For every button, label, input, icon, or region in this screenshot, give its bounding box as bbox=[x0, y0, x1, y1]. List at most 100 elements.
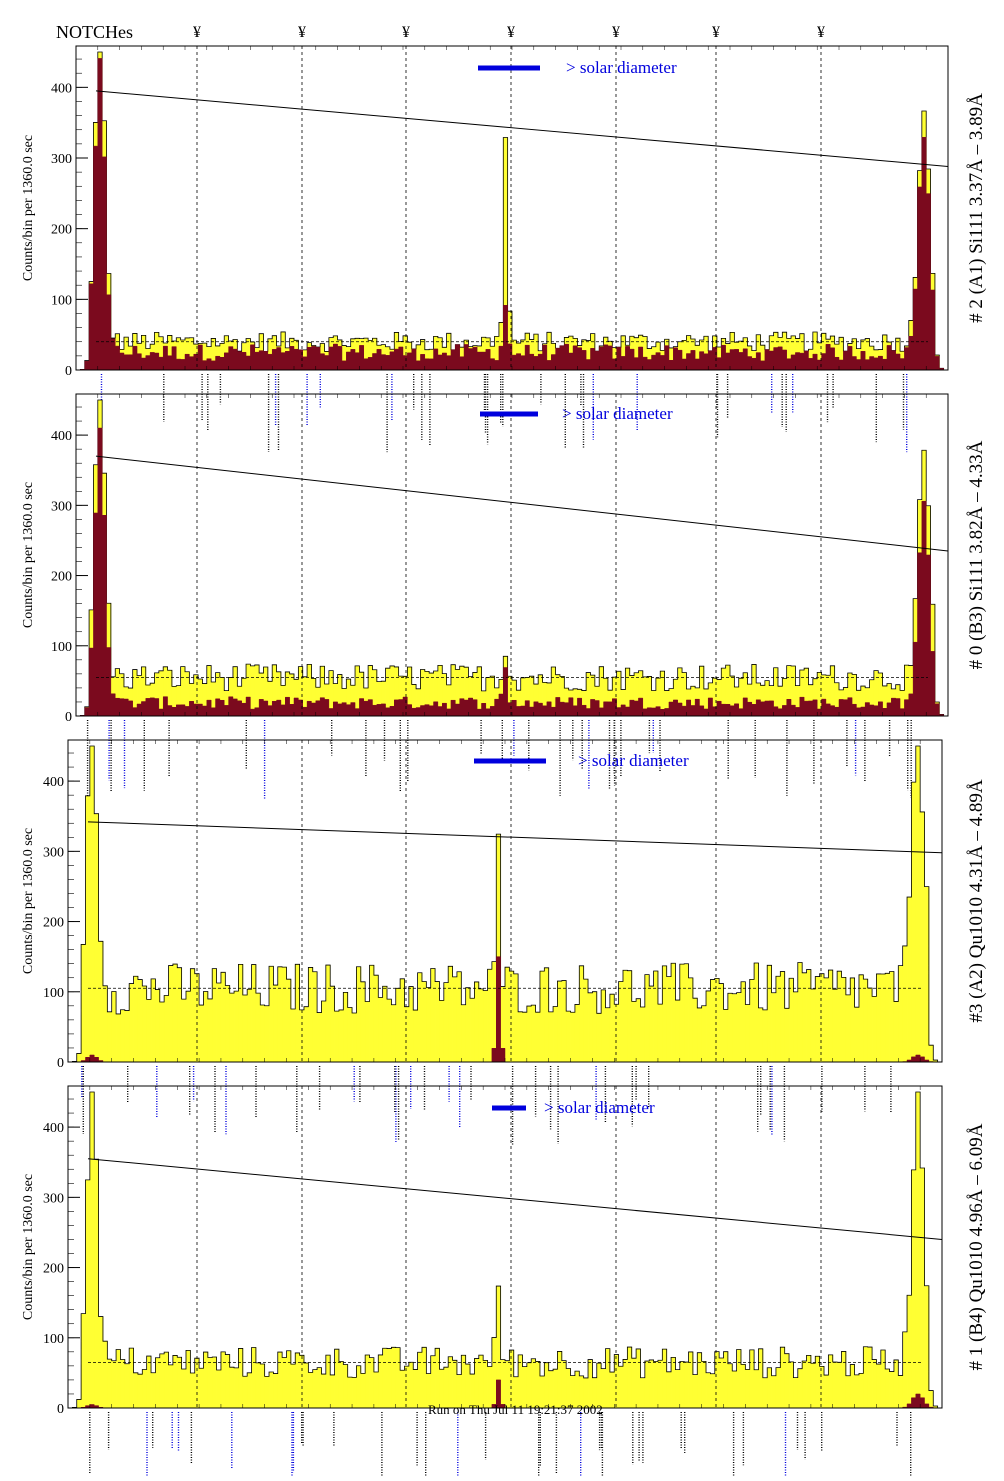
histogram-bar bbox=[250, 666, 255, 716]
histogram-bar bbox=[824, 978, 829, 1062]
histogram-bar bbox=[230, 993, 235, 1062]
histogram-bar bbox=[772, 993, 777, 1062]
histogram-bar bbox=[907, 1295, 912, 1408]
histogram-bar bbox=[536, 1012, 541, 1062]
y-tick-label: 200 bbox=[51, 570, 72, 585]
trend-line bbox=[96, 91, 948, 167]
y-tick-label: 300 bbox=[43, 845, 64, 860]
histogram-bar bbox=[846, 1376, 851, 1408]
histogram-bar bbox=[855, 1007, 860, 1062]
histogram-bar bbox=[282, 967, 287, 1062]
histogram-bar bbox=[169, 1365, 174, 1408]
histogram-bar bbox=[680, 964, 685, 1062]
histogram-bar bbox=[190, 1373, 195, 1408]
histogram-bar bbox=[684, 1362, 689, 1408]
histogram-bar bbox=[203, 991, 208, 1062]
notch-markers: ¥¥¥¥¥¥¥ bbox=[193, 24, 825, 41]
histogram-bar bbox=[479, 989, 484, 1062]
histogram-bar bbox=[378, 1355, 383, 1408]
histogram-bar bbox=[348, 1007, 353, 1062]
histogram-bar bbox=[793, 1378, 798, 1408]
histogram-bar bbox=[77, 1399, 82, 1408]
histogram-bar bbox=[112, 1361, 117, 1408]
histogram-bar bbox=[776, 1368, 781, 1408]
histogram-bar bbox=[404, 1007, 409, 1062]
histogram-bar bbox=[645, 1361, 650, 1408]
y-tick-label: 100 bbox=[51, 293, 72, 308]
histogram-bar bbox=[269, 1372, 274, 1408]
histogram-bar bbox=[199, 1368, 204, 1408]
histogram-bar bbox=[221, 1352, 226, 1408]
histogram-bar bbox=[680, 1362, 685, 1408]
histogram-bar bbox=[474, 1359, 479, 1408]
histogram-bar bbox=[509, 971, 514, 1062]
histogram-bar bbox=[872, 996, 877, 1062]
histogram-bar bbox=[868, 988, 873, 1062]
histogram-bar bbox=[859, 1373, 864, 1408]
histogram-bar bbox=[798, 1369, 803, 1408]
histogram-bar bbox=[383, 1348, 388, 1408]
histogram-bar bbox=[640, 1007, 645, 1062]
histogram-bar bbox=[649, 986, 654, 1062]
histogram-bar bbox=[505, 1361, 510, 1408]
histogram-bar bbox=[431, 969, 436, 1062]
histogram-bar bbox=[186, 991, 191, 1062]
histogram-bar bbox=[881, 974, 886, 1062]
histogram-bar bbox=[715, 1352, 720, 1408]
notch-marker: ¥ bbox=[193, 24, 201, 41]
histogram-bar bbox=[278, 967, 283, 1062]
histogram-bar bbox=[776, 976, 781, 1062]
histogram-bar bbox=[413, 1010, 418, 1062]
histogram-bar bbox=[697, 1008, 702, 1062]
histogram-bar bbox=[492, 962, 497, 1062]
histogram-bar bbox=[431, 1356, 436, 1408]
histogram-bar bbox=[348, 1377, 353, 1408]
histogram-outline bbox=[68, 1092, 942, 1408]
histogram-bar bbox=[426, 987, 431, 1062]
histogram-bar bbox=[391, 1347, 396, 1408]
histogram-bar bbox=[260, 1005, 265, 1062]
histogram-bar bbox=[907, 897, 912, 1062]
histogram-bar bbox=[706, 1373, 711, 1408]
histogram-bar bbox=[876, 974, 881, 1062]
histogram-bar bbox=[439, 1000, 444, 1062]
histogram-bar bbox=[754, 1370, 759, 1408]
histogram-bar bbox=[758, 1008, 763, 1062]
histogram-bar bbox=[147, 999, 152, 1062]
legend-label: > solar diameter bbox=[544, 1098, 655, 1117]
histogram-bar bbox=[243, 1376, 248, 1408]
histogram-bar bbox=[715, 978, 720, 1062]
y-tick-label: 400 bbox=[43, 775, 64, 790]
notch-marker: ¥ bbox=[507, 24, 515, 41]
histogram-bar bbox=[304, 1007, 309, 1062]
histogram-bar bbox=[772, 1376, 777, 1408]
y-axis-label: Counts/bin per 1360.0 sec bbox=[21, 1174, 36, 1320]
histogram-bar bbox=[387, 999, 392, 1062]
y-tick-label: 200 bbox=[51, 223, 72, 238]
y-axis-label: Counts/bin per 1360.0 sec bbox=[21, 135, 36, 281]
histogram-bar bbox=[208, 1358, 213, 1408]
histogram-bar bbox=[169, 966, 174, 1062]
y-tick-label: 100 bbox=[43, 1332, 64, 1347]
histogram-bar bbox=[418, 973, 423, 1062]
legend-label: > solar diameter bbox=[566, 58, 677, 77]
histogram-bar bbox=[557, 981, 562, 1062]
histogram-bar bbox=[396, 988, 401, 1062]
histogram-bar bbox=[120, 1010, 125, 1062]
histogram-bar bbox=[859, 975, 864, 1062]
histogram-bar bbox=[911, 1170, 916, 1408]
y-tick-label: 0 bbox=[57, 1056, 64, 1071]
histogram-bar bbox=[662, 966, 667, 1062]
histogram-bar bbox=[488, 969, 493, 1062]
histogram-bar bbox=[230, 1367, 235, 1408]
histogram-bar bbox=[649, 1360, 654, 1408]
histogram-bar bbox=[911, 782, 916, 1062]
histogram-bar bbox=[745, 1005, 750, 1063]
histogram-bar bbox=[828, 1355, 833, 1408]
histogram-bar bbox=[155, 1358, 160, 1408]
panel-title: # 2 (A1) Si111 3.37Å – 3.89Å bbox=[966, 93, 987, 323]
histogram-bar bbox=[339, 1010, 344, 1062]
histogram-bar bbox=[483, 991, 488, 1063]
histogram-bar bbox=[719, 1358, 724, 1408]
